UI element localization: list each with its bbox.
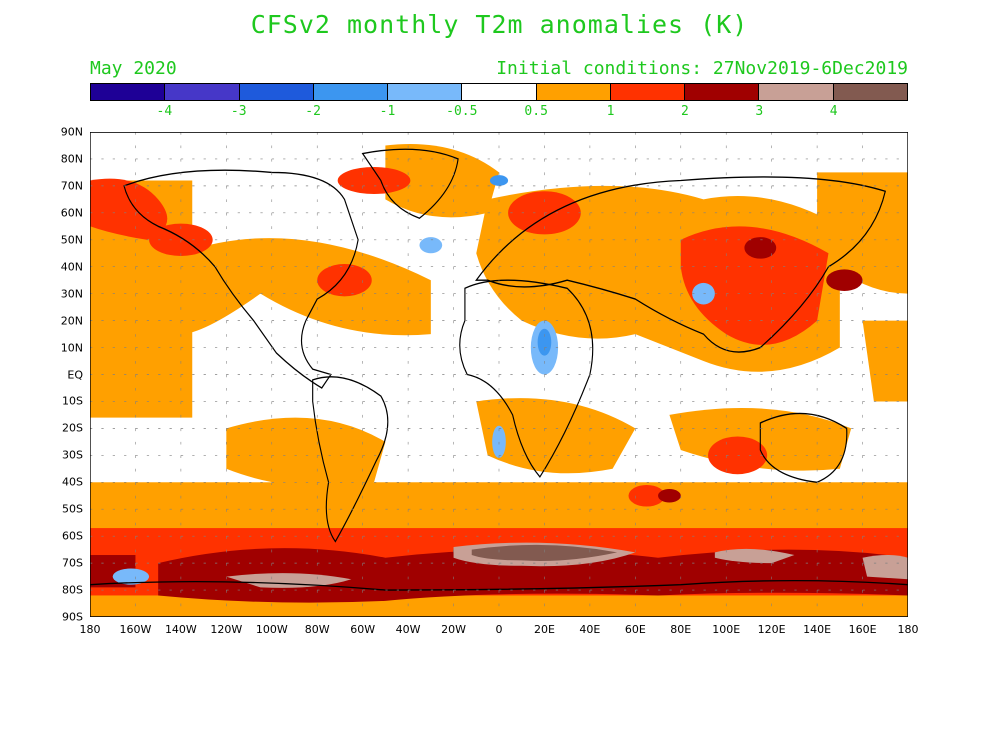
longitude-label: 60E <box>624 623 646 636</box>
longitude-label: 100W <box>255 623 288 636</box>
colorbar-swatch <box>462 84 537 100</box>
colorbar-swatch <box>91 84 166 100</box>
latitude-label: 60S <box>62 529 83 543</box>
longitude-label: 180 <box>897 623 919 636</box>
colorbar-label: -4 <box>156 104 173 119</box>
anomaly-map <box>90 132 908 617</box>
latitude-label: 30N <box>60 287 83 301</box>
latitude-label: 40N <box>60 260 83 274</box>
colorbar-swatch <box>536 84 611 100</box>
colorbar-label: 4 <box>829 104 838 119</box>
latitude-label: 40S <box>62 475 83 489</box>
latitude-label: 10S <box>62 394 83 408</box>
colorbar-swatch <box>165 84 240 100</box>
colorbar-label: -2 <box>305 104 321 119</box>
chart-title: CFSv2 monthly T2m anomalies (K) <box>250 10 749 39</box>
colorbar-label: 2 <box>680 104 689 119</box>
latitude-label: 30S <box>62 448 83 462</box>
longitude-label: 140E <box>803 623 832 636</box>
longitude-label: 120E <box>757 623 786 636</box>
colorbar-label: 0.5 <box>524 104 548 119</box>
colorbar-label: -3 <box>230 104 247 119</box>
colorbar-swatch <box>610 84 686 100</box>
longitude-label: 20E <box>533 623 555 636</box>
longitude-label: 160W <box>119 623 152 636</box>
latitude-label: 70N <box>60 179 83 193</box>
latitude-label: 70S <box>62 556 83 570</box>
latitude-label: 20N <box>60 314 83 328</box>
latitude-label: 50S <box>62 502 83 516</box>
forecast-month: May 2020 <box>90 58 177 79</box>
longitude-label: 40W <box>395 623 421 636</box>
longitude-label: 40E <box>579 623 601 636</box>
colorbar-swatch <box>685 84 760 100</box>
colorbar-swatch <box>313 84 389 100</box>
longitude-label: 20W <box>441 623 466 636</box>
latitude-label: 90N <box>60 125 83 139</box>
longitude-label: 120W <box>210 623 243 636</box>
anomaly-band-darkred <box>90 237 908 603</box>
longitude-label: 160E <box>848 623 877 636</box>
colorbar-label: 1 <box>606 104 615 119</box>
colorbar-swatch <box>759 84 834 100</box>
colorbar-swatch <box>833 84 907 100</box>
colorbar-swatch <box>388 84 463 100</box>
latitude-label: 20S <box>62 421 83 435</box>
latitude-label: 10N <box>60 341 83 355</box>
longitude-label: 0 <box>495 623 503 636</box>
longitude-label: 100E <box>712 623 741 636</box>
longitude-label: 60W <box>350 623 376 636</box>
initial-conditions: Initial conditions: 27Nov2019-6Dec2019 <box>496 58 908 79</box>
colorbar-swatch <box>239 84 314 100</box>
colorbar <box>90 83 908 101</box>
colorbar-label: 3 <box>755 104 764 119</box>
latitude-label: 90S <box>62 610 83 624</box>
latitude-label: EQ <box>67 368 83 381</box>
latitude-label: 80S <box>62 583 83 597</box>
longitude-label: 80W <box>304 623 330 636</box>
longitude-label: 80E <box>670 623 692 636</box>
colorbar-label: -0.5 <box>446 104 478 119</box>
longitude-label: 140W <box>164 623 197 636</box>
latitude-label: 80N <box>60 152 83 166</box>
latitude-label: 50N <box>60 233 83 247</box>
longitude-label: 180 <box>79 623 101 636</box>
colorbar-label: -1 <box>379 104 396 119</box>
latitude-label: 60N <box>60 206 83 220</box>
anomaly-band-brown <box>226 542 908 588</box>
